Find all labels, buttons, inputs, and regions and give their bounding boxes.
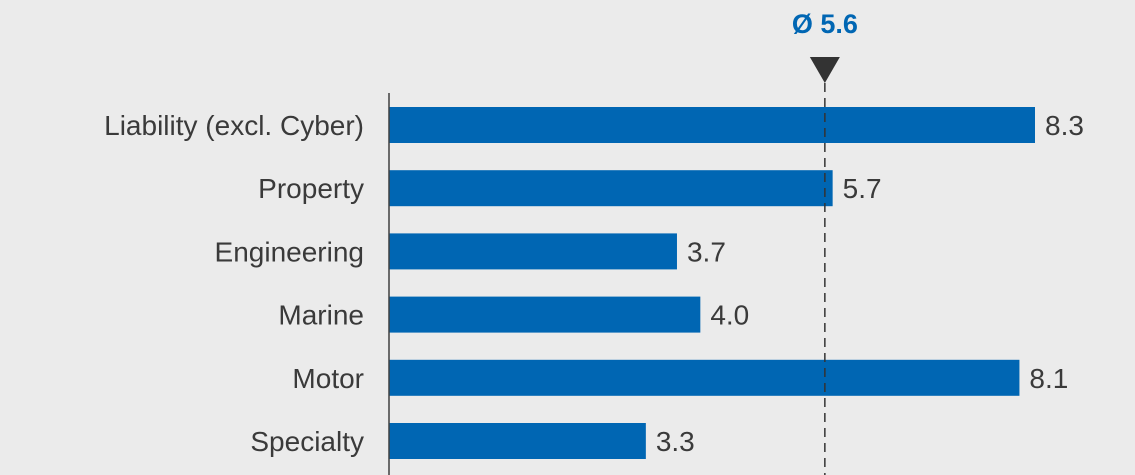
value-label: 3.7 (687, 236, 726, 267)
triangle-down-icon (809, 57, 840, 83)
category-label: Marine (278, 300, 364, 331)
value-label: 8.3 (1045, 110, 1084, 141)
bar-property (389, 170, 833, 207)
bar-motor (389, 359, 1020, 396)
bar-engineering (389, 233, 677, 270)
value-labels: 8.3 5.7 3.7 4.0 8.1 3.3 (656, 110, 1084, 457)
value-label: 5.7 (843, 173, 882, 204)
value-label: 4.0 (710, 300, 749, 331)
category-label: Specialty (250, 426, 364, 457)
category-labels: Liability (excl. Cyber) Property Engineeri… (104, 110, 364, 457)
category-label: Property (258, 173, 364, 204)
bar-specialty (389, 423, 646, 459)
value-label: 3.3 (656, 426, 695, 457)
bars-group (389, 107, 1035, 459)
bar-liability-excl-cyber (389, 107, 1035, 143)
bar-marine (389, 296, 701, 333)
category-label: Engineering (215, 236, 364, 267)
average-label: Ø 5.6 (792, 9, 858, 39)
value-label: 8.1 (1029, 363, 1068, 394)
category-label: Motor (292, 363, 364, 394)
category-label: Liability (excl. Cyber) (104, 110, 364, 141)
